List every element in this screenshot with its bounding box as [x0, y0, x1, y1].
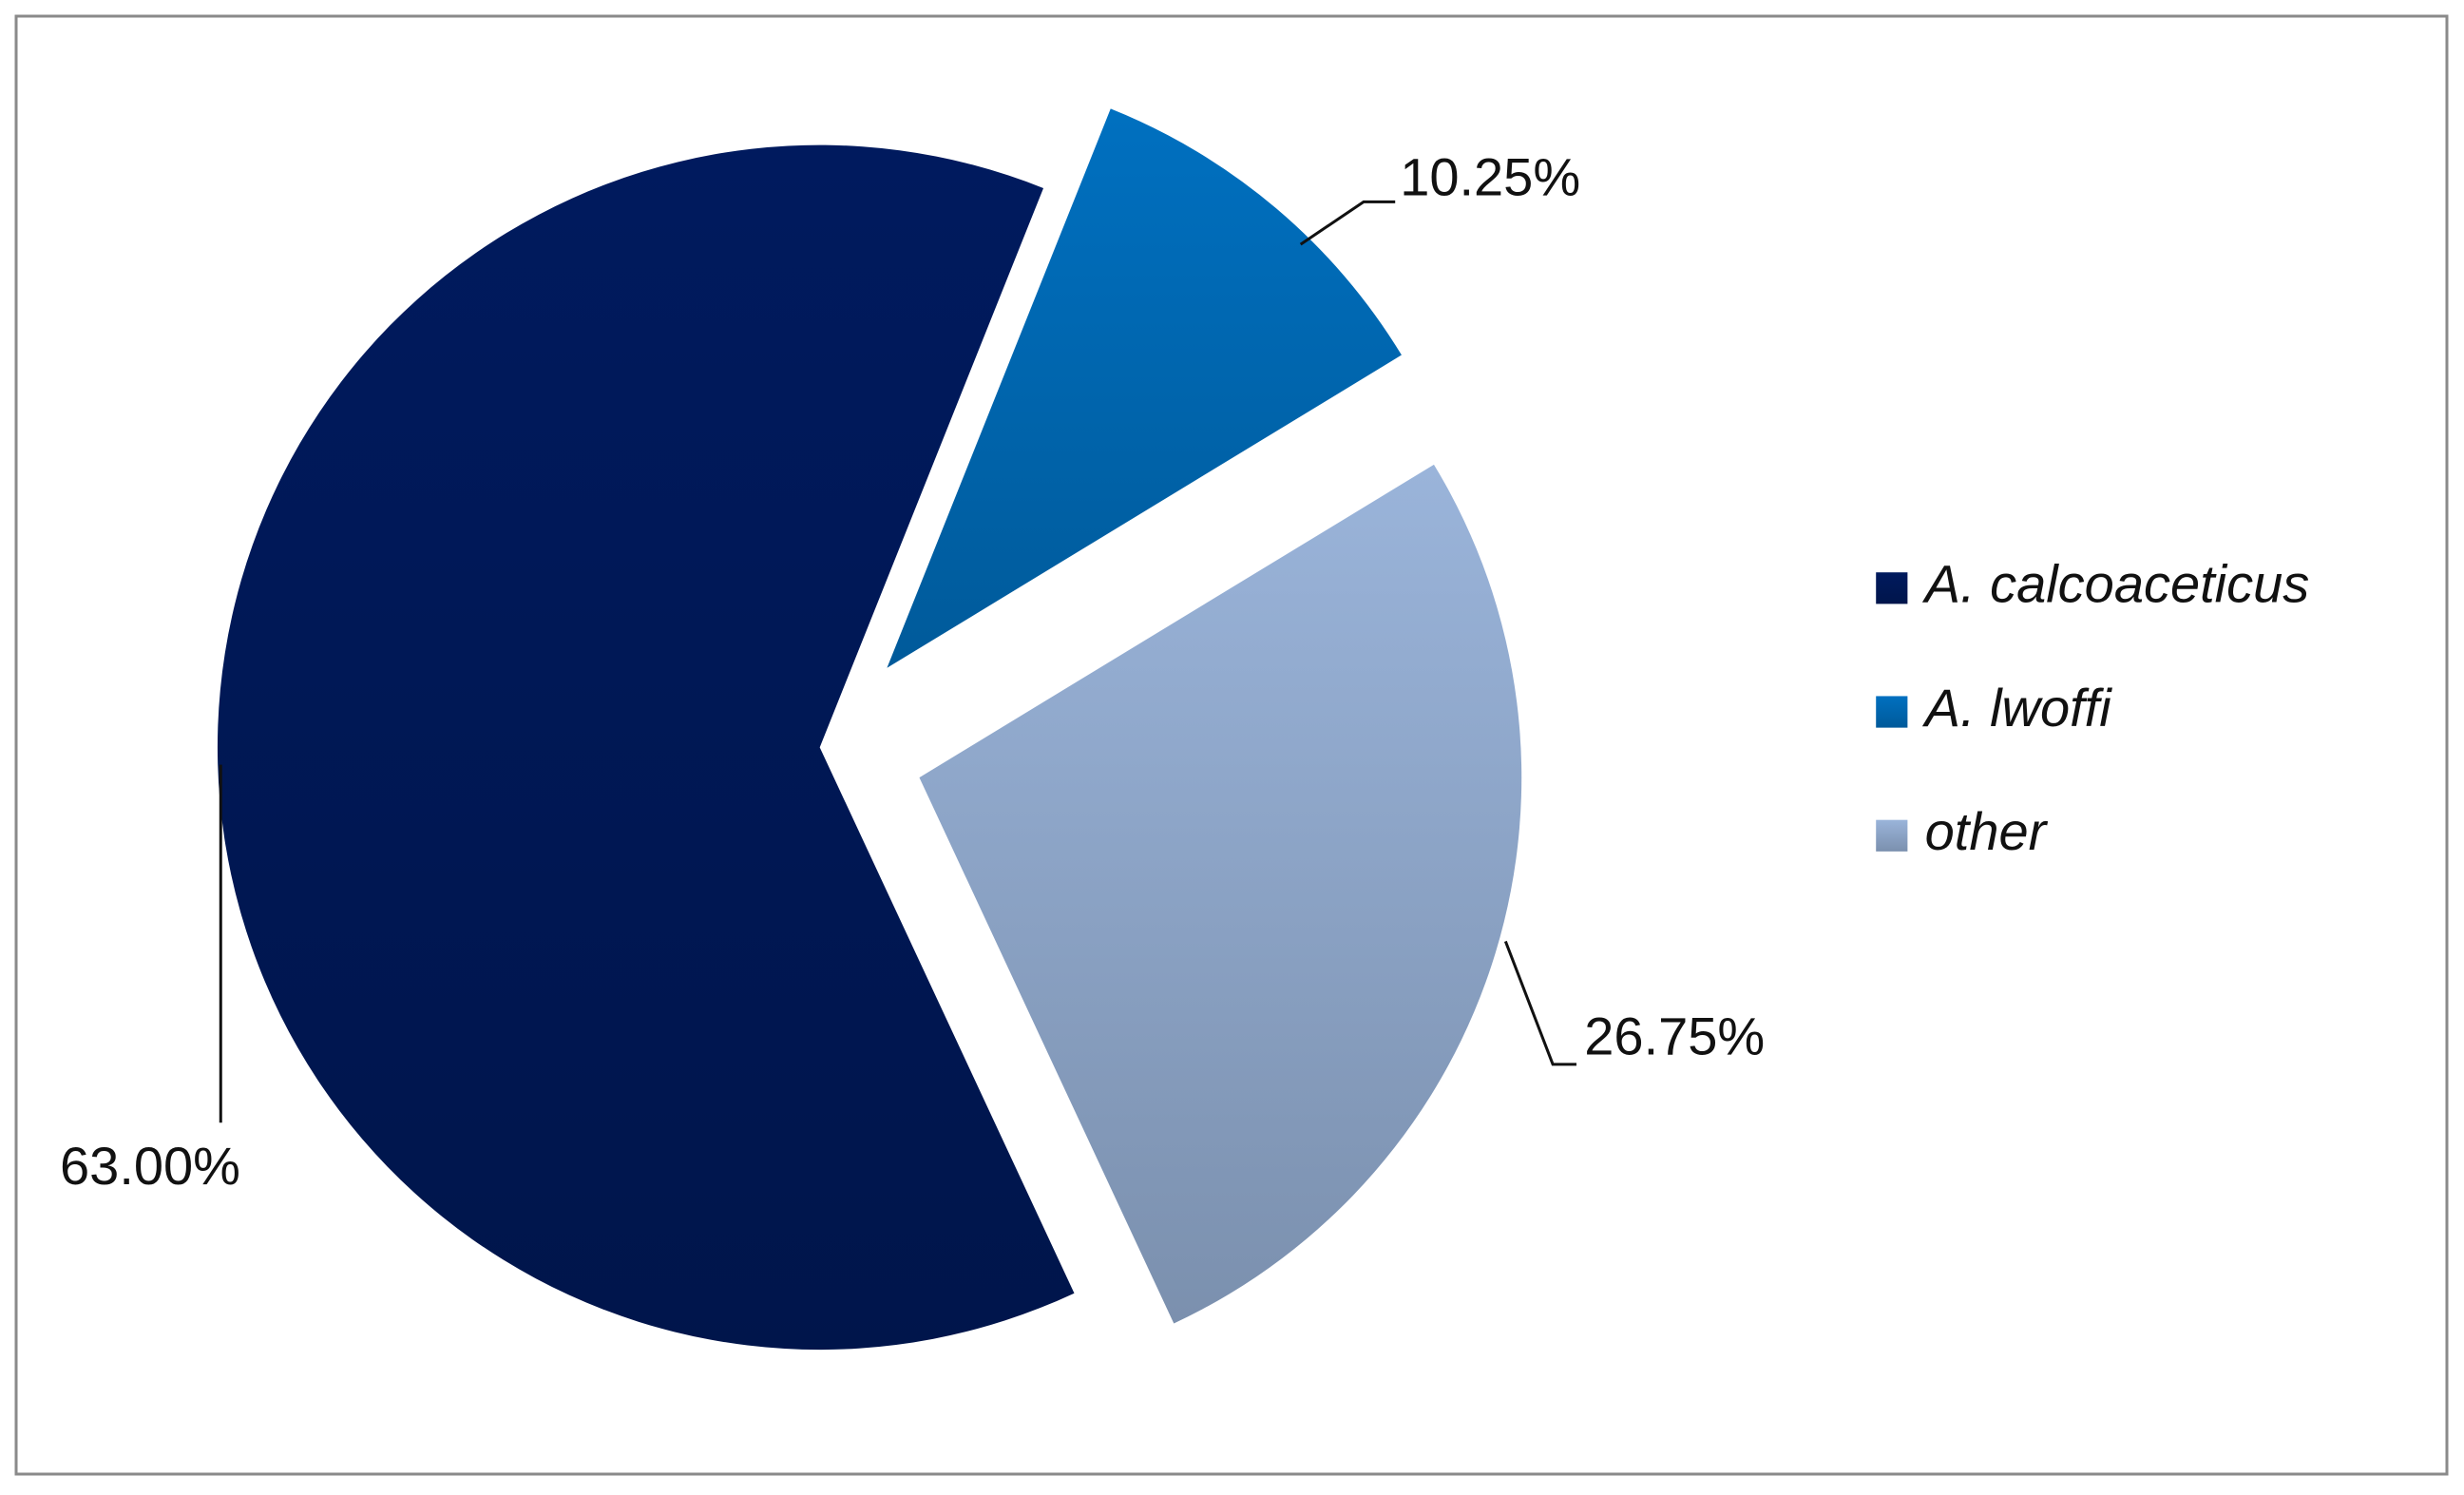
- pie-slice: [887, 108, 1402, 668]
- legend-swatch: [1876, 696, 1908, 728]
- pie-slice: [919, 464, 1522, 1324]
- legend-text: A. calcoaceticus: [1922, 554, 2310, 614]
- data-label: 10.25%: [1400, 147, 1580, 207]
- legend-swatch: [1876, 819, 1908, 852]
- data-label: 26.75%: [1584, 1006, 1765, 1066]
- data-label: 63.00%: [60, 1136, 240, 1196]
- leader-line: [1299, 200, 1396, 246]
- legend-text: A. lwoffi: [1922, 678, 2113, 738]
- legend-swatch: [1876, 572, 1908, 604]
- leader-line: [1503, 940, 1576, 1066]
- legend-text: other: [1925, 801, 2049, 861]
- pie-slice: [217, 144, 1075, 1351]
